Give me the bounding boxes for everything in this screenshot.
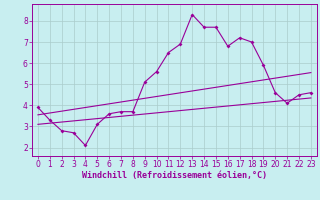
X-axis label: Windchill (Refroidissement éolien,°C): Windchill (Refroidissement éolien,°C)	[82, 171, 267, 180]
